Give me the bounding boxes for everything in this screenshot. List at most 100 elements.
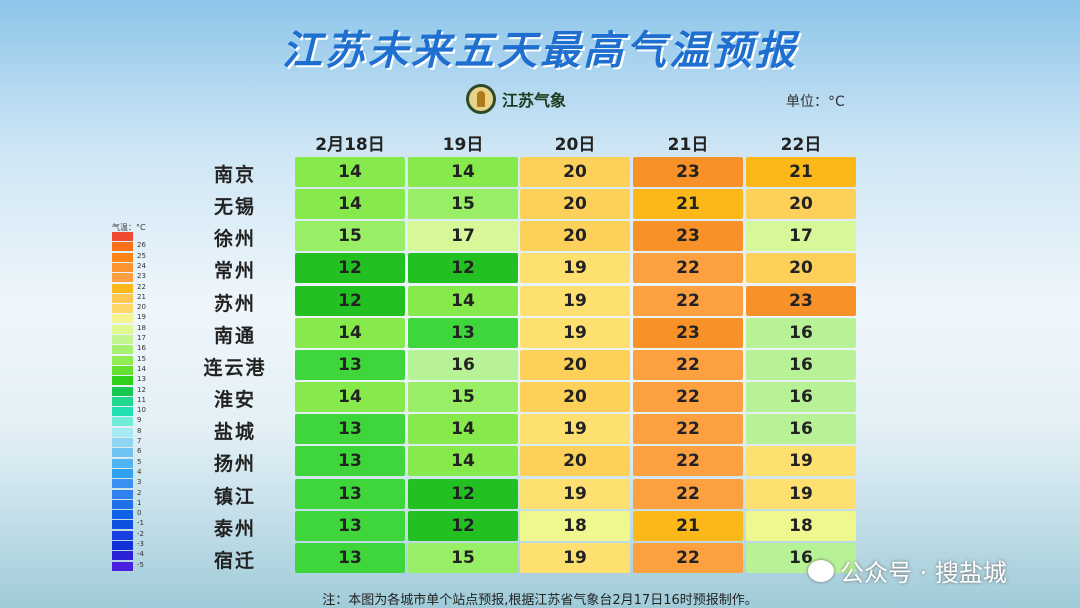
heatmap-cell: 18 — [520, 510, 630, 541]
legend-swatch — [112, 551, 133, 561]
legend-label: 22 — [137, 282, 146, 291]
row-label: 常州 — [213, 260, 256, 283]
heatmap-cell: 20 — [746, 189, 856, 220]
heatmap-cell: 23 — [746, 285, 856, 316]
heatmap-cell: 14 — [295, 157, 405, 187]
legend-label: 2 — [137, 488, 142, 497]
heatmap-cell: 21 — [746, 157, 856, 187]
legend-swatch — [112, 448, 133, 458]
heatmap-cell: 19 — [520, 542, 630, 573]
row-label: 徐州 — [213, 228, 256, 251]
logo-text: 江苏气象 — [502, 91, 567, 110]
heatmap-cell: 15 — [295, 221, 405, 252]
legend-label: 7 — [137, 437, 142, 445]
legend-label: -3 — [137, 540, 144, 548]
heatmap-cell: 23 — [633, 157, 743, 187]
heatmap-cell: 14 — [295, 382, 405, 413]
heatmap-cell: 20 — [520, 189, 630, 220]
footnote: 注：本图为各城市单个站点预报,根据江苏省气象台2月17日16时预报制作。 — [322, 593, 758, 608]
heatmap-cell: 23 — [633, 317, 743, 348]
heatmap-cell: 21 — [633, 189, 743, 220]
legend-label: 1 — [137, 498, 142, 507]
legend-label: 5 — [137, 457, 142, 466]
legend-label: 13 — [137, 375, 146, 384]
heatmap-cell: 20 — [520, 446, 630, 477]
legend-label: -5 — [137, 560, 144, 569]
column-header: 20日 — [554, 135, 596, 155]
heatmap-cell: 22 — [633, 478, 743, 509]
legend-swatch — [112, 345, 133, 355]
row-label: 盐城 — [213, 421, 256, 444]
heatmap-cell: 12 — [295, 285, 405, 316]
heatmap-cell: 13 — [295, 446, 405, 477]
logo-seal-icon — [466, 84, 496, 114]
legend-label: -1 — [137, 519, 144, 528]
heatmap-cell: 16 — [746, 382, 856, 413]
legend-swatch — [112, 561, 133, 571]
legend-label: 15 — [137, 354, 146, 363]
heatmap-cell: 19 — [746, 446, 856, 477]
legend-swatch — [112, 242, 133, 252]
legend-label: 19 — [137, 313, 146, 322]
row-label: 苏州 — [213, 292, 256, 315]
legend-swatch — [112, 499, 133, 509]
legend-label: 21 — [137, 292, 146, 301]
legend-swatch — [112, 304, 133, 314]
heatmap-cell: 14 — [408, 446, 518, 477]
heatmap-cell: 16 — [746, 542, 856, 573]
legend-label: 18 — [137, 323, 146, 332]
heatmap-cell: 17 — [746, 221, 856, 252]
heatmap-cell: 16 — [746, 349, 856, 380]
heatmap-cell: 20 — [746, 253, 856, 284]
legend-swatch — [112, 396, 133, 406]
legend-label: -2 — [137, 529, 144, 538]
heatmap-cell: 19 — [520, 253, 630, 284]
legend-label: -4 — [137, 550, 144, 559]
row-label: 连云港 — [203, 356, 267, 379]
heatmap-cell: 19 — [520, 478, 630, 509]
heatmap-cell: 20 — [520, 382, 630, 413]
legend-swatch — [112, 262, 133, 272]
heatmap-cell: 14 — [295, 317, 405, 348]
row-label: 扬州 — [213, 453, 256, 476]
heatmap-cell: 21 — [633, 510, 743, 541]
legend-swatch — [112, 314, 133, 324]
heatmap-cell: 22 — [633, 253, 743, 284]
legend-swatch — [112, 386, 133, 396]
heatmap-cell: 13 — [295, 414, 405, 445]
legend-label: 25 — [137, 251, 146, 260]
heatmap-cell: 22 — [633, 414, 743, 445]
column-header: 22日 — [780, 135, 822, 155]
legend-swatch — [112, 468, 133, 478]
heatmap-cell: 19 — [520, 414, 630, 445]
heatmap-cell: 14 — [408, 285, 518, 316]
legend-label: 16 — [137, 344, 146, 353]
legend-swatch — [112, 335, 133, 344]
heatmap-cell: 12 — [408, 478, 518, 509]
heatmap-cell: 13 — [295, 349, 405, 380]
row-label: 无锡 — [213, 196, 256, 219]
legend-swatch — [112, 541, 133, 550]
heatmap-cell: 14 — [408, 157, 518, 187]
heatmap-cell: 12 — [408, 510, 518, 541]
column-header: 21日 — [667, 135, 709, 155]
column-header: 19日 — [442, 135, 484, 155]
heatmap-cell: 12 — [295, 253, 405, 284]
legend-label: 26 — [137, 241, 146, 250]
row-label: 镇江 — [213, 485, 256, 508]
heatmap-cell: 13 — [295, 542, 405, 573]
heatmap-cell: 15 — [408, 542, 518, 573]
legend-swatch — [112, 293, 133, 303]
heatmap-cell: 13 — [408, 317, 518, 348]
heatmap-cell: 19 — [520, 317, 630, 348]
legend-swatch — [112, 407, 133, 417]
legend-label: 14 — [137, 364, 146, 373]
heatmap-cell: 20 — [520, 349, 630, 380]
heatmap-cell: 22 — [633, 446, 743, 477]
heatmap-cell: 16 — [746, 317, 856, 348]
legend-swatch — [112, 324, 133, 334]
logo: 江苏气象 — [466, 84, 566, 114]
heatmap-cell: 18 — [746, 510, 856, 541]
legend-label: 4 — [137, 467, 142, 476]
legend-title: 气温：°C — [112, 223, 146, 232]
